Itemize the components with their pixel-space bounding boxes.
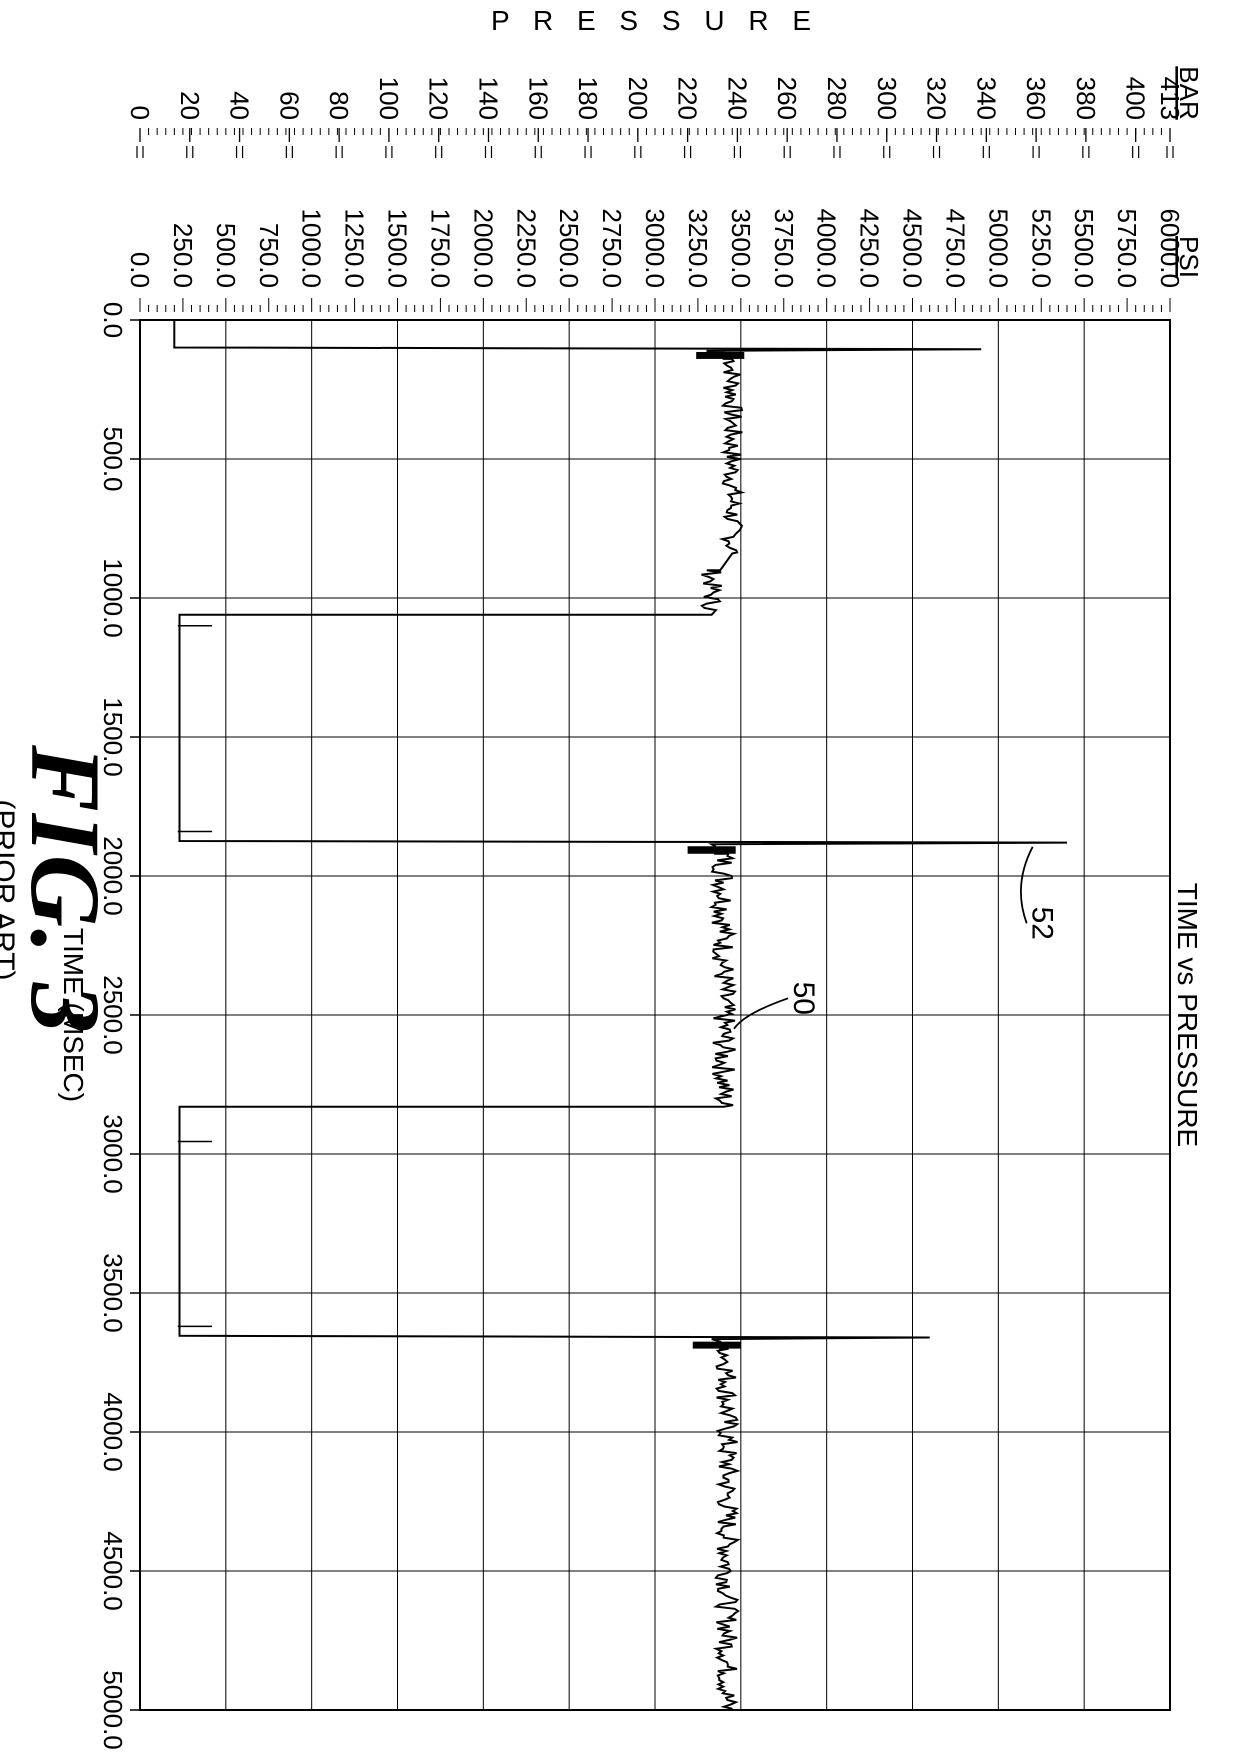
bar-tick-label: 220 [673,77,703,120]
bar-tick-label: 360 [1021,77,1051,120]
psi-tick-label: 500.0 [211,223,241,288]
psi-tick-label: 5000.0 [983,208,1013,288]
annotation-label: 52 [1026,907,1059,940]
bar-tick-label: 320 [922,77,952,120]
psi-tick-label: 250.0 [168,223,198,288]
psi-tick-label: 4250.0 [855,208,885,288]
bar-tick-label: 100 [374,77,404,120]
bar-tick-label: 120 [424,77,454,120]
x-tick-label: 3000.0 [98,1114,128,1194]
transient-block [693,1342,741,1349]
bar-tick-label: 0 [125,106,155,120]
psi-tick-label: 2000.0 [468,208,498,288]
bar-tick-label: 280 [822,77,852,120]
x-tick-label: 5000.0 [98,1670,128,1750]
bar-tick-label: 140 [473,77,503,120]
psi-tick-label: 4500.0 [898,208,928,288]
psi-tick-label: 1500.0 [383,208,413,288]
y-axis-label: P R E S S U R E [491,5,819,36]
bar-tick-label: 240 [722,77,752,120]
annotation-label: 50 [787,982,820,1015]
bar-tick-label: 180 [573,77,603,120]
x-tick-label: 3500.0 [98,1253,128,1333]
pressure-time-chart: TIME vs PRESSURE0.0500.01000.01500.02000… [0,0,1240,1761]
psi-heading: PSI [1174,236,1204,278]
psi-tick-label: 4000.0 [812,208,842,288]
x-tick-label: 0.0 [98,302,128,338]
psi-tick-label: 1250.0 [340,208,370,288]
bar-tick-label: 400 [1121,77,1151,120]
bar-tick-label: 160 [523,77,553,120]
bar-tick-label: 340 [971,77,1001,120]
psi-tick-label: 3250.0 [683,208,713,288]
psi-tick-label: 5250.0 [1026,208,1056,288]
chart-title: TIME vs PRESSURE [1172,883,1203,1147]
x-tick-label: 4500.0 [98,1531,128,1611]
psi-tick-label: 3750.0 [769,208,799,288]
psi-tick-label: 3000.0 [640,208,670,288]
psi-tick-label: 2250.0 [511,208,541,288]
x-tick-label: 500.0 [98,426,128,491]
bar-tick-label: 40 [225,91,255,120]
psi-tick-label: 5750.0 [1112,208,1142,288]
psi-tick-label: 2500.0 [554,208,584,288]
psi-tick-label: 5500.0 [1069,208,1099,288]
psi-tick-label: 2750.0 [597,208,627,288]
bar-tick-label: 260 [772,77,802,120]
x-tick-label: 4000.0 [98,1392,128,1472]
psi-tick-label: 0.0 [125,252,155,288]
bar-tick-label: 60 [274,91,304,120]
bar-tick-label: 300 [872,77,902,120]
psi-tick-label: 4750.0 [940,208,970,288]
figure-caption: FIG. 3 (PRIOR ART) [0,720,123,1060]
psi-tick-label: 1750.0 [425,208,455,288]
bar-heading: BAR [1174,66,1204,119]
psi-tick-label: 750.0 [254,223,284,288]
bar-tick-label: 380 [1071,77,1101,120]
x-tick-label: 1000.0 [98,558,128,638]
bar-tick-label: 200 [623,77,653,120]
psi-tick-label: 3500.0 [726,208,756,288]
figure-number: FIG. 3 [8,720,123,1060]
transient-block [696,352,744,359]
bar-tick-label: 80 [324,91,354,120]
psi-tick-label: 1000.0 [297,208,327,288]
transient-block [688,846,736,854]
bar-tick-label: 20 [175,91,205,120]
